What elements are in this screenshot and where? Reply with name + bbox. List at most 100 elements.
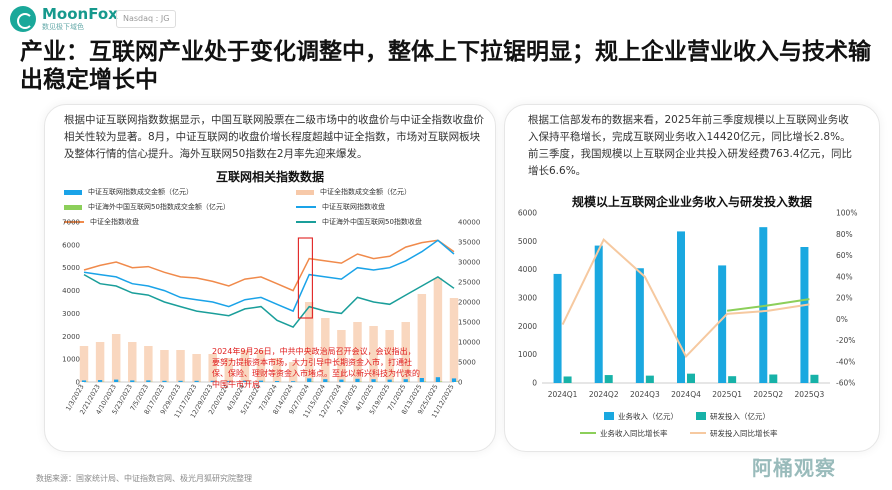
y-left-tick-label: 1000: [62, 356, 80, 364]
legend-item: 中证海外中国互联网50指数收盘: [296, 217, 422, 227]
line-rnd-growth: [561, 237, 810, 359]
y-right-tick-label: -20%: [836, 336, 855, 345]
x-tick-label: 2025Q2: [753, 390, 783, 399]
right-panel: [504, 104, 880, 452]
bar-csi-all-volume: [449, 298, 459, 382]
moonfox-logo-icon: [10, 6, 36, 32]
bar-internet-volume: [114, 379, 119, 382]
y-right-tick-label: 0: [458, 379, 462, 387]
bar-csi-all-volume: [160, 350, 169, 382]
line-overseas-close: [83, 273, 455, 329]
y-right-tick-label: 15000: [458, 319, 480, 327]
left-description: 根据中证互联网指数数据显示，中国互联网股票在二级市场中的收盘价与中证全指数收盘价…: [64, 114, 484, 160]
policy-annotation: 2024年9月26日，中共中央政治局召开会议，会议指出，要努力提振资本市场，大力…: [212, 347, 420, 389]
bar-overseas-volume: [440, 381, 443, 382]
bar-internet-volume: [387, 379, 392, 382]
bar-internet-volume: [403, 379, 408, 382]
bar-csi-all-volume: [224, 358, 234, 382]
x-tick-label: 2024Q2: [589, 390, 619, 399]
bar-revenue: [553, 273, 562, 383]
legend-swatch: [296, 189, 314, 195]
y-left-tick-label: 4000: [518, 265, 537, 274]
y-left-tick-label: 2000: [518, 322, 537, 331]
x-tick-label: 2024Q1: [548, 390, 578, 399]
legend-label: 中证互联网指数成交金额（亿元）: [88, 188, 193, 196]
y-right-tick-label: 60%: [836, 251, 853, 260]
bar-internet-volume: [210, 380, 215, 382]
bar-csi-all-volume: [128, 342, 137, 382]
y-left-tick-label: 6000: [518, 209, 537, 218]
right-description: 根据工信部发布的数据来看，2025年前三季度规模以上互联网业务收入保持平稳增长，…: [528, 114, 853, 177]
bar-csi-all-volume: [337, 330, 346, 382]
bar-csi-all-volume: [417, 294, 427, 382]
y-right-tick-label: -40%: [836, 357, 855, 366]
y-right-tick-label: 20%: [836, 294, 853, 303]
right-chart: 0 1000 2000 3000 4000 5000 6000 -60% -40% -20% 0% 2…: [518, 209, 858, 439]
bar-csi-all-volume: [385, 330, 394, 382]
ticker-badge: Nasdaq : JG: [116, 10, 177, 28]
y-left-tick-label: 0: [76, 379, 80, 387]
legend-item: 中证海外中国互联网50指数成交金额（亿元）: [64, 202, 230, 212]
y-right-tick-label: 80%: [836, 230, 853, 239]
legend-swatch: [296, 221, 316, 223]
bar-csi-all-volume: [288, 362, 298, 382]
bar-internet-volume: [226, 381, 231, 382]
bar-internet-volume: [291, 381, 296, 382]
y-right-tick-label: 20000: [458, 299, 480, 307]
bar-csi-all-volume: [321, 318, 330, 382]
bar-internet-volume: [97, 380, 103, 382]
legend-label: 研发投入同比增长率: [710, 428, 778, 438]
brand-sub: 数见极下域色: [42, 22, 84, 31]
bar-rnd: [769, 374, 778, 383]
legend-label: 研发投入（亿元）: [710, 411, 770, 421]
y-right-tick-label: 35000: [458, 239, 480, 247]
bar-revenue: [594, 245, 603, 383]
y-left-tick-label: 2000: [62, 333, 80, 341]
y-left-tick-label: 5000: [518, 237, 537, 246]
bar-internet-volume: [451, 378, 457, 382]
bar-internet-volume: [162, 380, 167, 382]
bar-csi-all-volume: [208, 354, 217, 382]
bar-csi-all-volume: [256, 350, 266, 382]
legend-swatch: [296, 206, 316, 208]
highlight-box: [297, 237, 313, 319]
legend-label: 业务收入（亿元）: [618, 411, 678, 421]
y-right-tick-label: -60%: [836, 379, 855, 388]
bar-rnd: [687, 373, 695, 383]
brand-name: MoonFox: [42, 4, 118, 23]
bar-internet-volume: [371, 379, 376, 382]
y-left-tick-label: 6000: [62, 241, 80, 249]
y-right-tick-label: 10000: [458, 339, 480, 347]
y-right-tick-label: 30000: [458, 259, 480, 267]
legend-label: 业务收入同比增长率: [600, 428, 668, 438]
y-right-tick-label: 0%: [836, 315, 848, 324]
y-left-tick-label: 3000: [62, 310, 80, 318]
legend-swatch: [696, 412, 706, 420]
y-left-tick-label: 1000: [518, 350, 537, 359]
bar-revenue: [718, 265, 727, 383]
x-tick-label: 2024Q3: [630, 390, 660, 399]
bar-internet-volume: [146, 380, 151, 382]
x-tick-label: 2025Q3: [795, 390, 825, 399]
bar-internet-volume: [274, 381, 280, 382]
bar-csi-all-volume: [304, 302, 314, 382]
bar-csi-all-volume: [240, 350, 250, 382]
bar-overseas-volume: [423, 381, 427, 382]
bar-internet-volume: [355, 378, 360, 382]
bar-internet-volume: [81, 380, 87, 382]
legend-item: 中证互联网指数收盘: [296, 202, 385, 212]
bar-internet-volume: [130, 380, 135, 382]
y-right-tick-label: 25000: [458, 279, 480, 287]
moonfox-logo: MoonFox 数见极下域色: [10, 6, 118, 32]
bar-revenue: [800, 247, 809, 383]
bar-rnd: [563, 376, 572, 383]
y-left-tick-label: 3000: [518, 294, 537, 303]
bar-csi-all-volume: [369, 326, 378, 382]
watermark: 阿桶观察: [752, 456, 836, 480]
legend-label: 中证海外中国互联网50指数成交金额（亿元）: [88, 203, 230, 211]
y-right-tick-label: 40%: [836, 272, 853, 281]
bar-csi-all-volume: [353, 322, 362, 382]
top-bar: MoonFox 数见极下域色 Nasdaq : JG: [0, 0, 892, 38]
bar-rnd: [728, 376, 737, 383]
line-revenue-growth: [726, 298, 810, 312]
